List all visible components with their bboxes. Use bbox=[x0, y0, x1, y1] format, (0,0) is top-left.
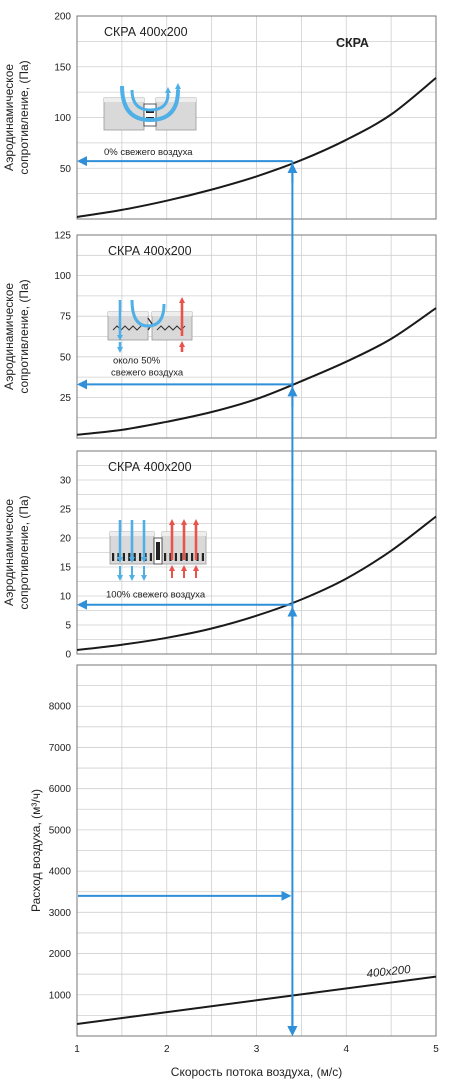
series-line bbox=[76, 77, 437, 218]
y-tick-label: 20 bbox=[60, 534, 72, 545]
y-tick-label: 125 bbox=[54, 231, 71, 242]
y-tick-label: 25 bbox=[60, 505, 72, 516]
y-tick-label: 4000 bbox=[49, 867, 72, 878]
y-axis-label: Аэродинамическое bbox=[2, 283, 16, 390]
y-axis-label: Расход воздуха, (м³/ч) bbox=[29, 789, 43, 912]
y-tick-label: 10 bbox=[60, 592, 72, 603]
y-tick-label: 2000 bbox=[49, 949, 72, 960]
y-tick-label: 75 bbox=[60, 312, 72, 323]
y-tick-label: 6000 bbox=[49, 784, 72, 795]
full-fresh-air-icon bbox=[109, 519, 207, 581]
damper-blade bbox=[185, 553, 188, 561]
damper-blade bbox=[112, 553, 115, 561]
panel-4: 1000 2000 3000 4000 5000 6000 7000 8000 Расход в… bbox=[29, 664, 439, 1079]
x-tick-label: 1 bbox=[74, 1044, 80, 1055]
chart-title: СКРА 400x200 bbox=[108, 244, 192, 258]
y-tick-label: 5 bbox=[65, 621, 71, 632]
damper-blade bbox=[149, 553, 152, 561]
panel-2: 25 50 75 100 125 Аэродинамическое сопротивлени… bbox=[2, 231, 437, 439]
damper-blade bbox=[122, 553, 125, 561]
chart-title: СКРА 400x200 bbox=[108, 460, 192, 474]
damper-blade bbox=[164, 553, 167, 561]
recirculation-icon bbox=[103, 83, 197, 131]
damper-blade bbox=[169, 553, 172, 561]
plot-frame bbox=[76, 450, 437, 655]
series-title: СКРА bbox=[336, 36, 369, 50]
damper-blade bbox=[147, 317, 153, 331]
x-axis-label: Скорость потока воздуха, (м/с) bbox=[171, 1065, 342, 1079]
damper-blade bbox=[180, 553, 183, 561]
damper-grille bbox=[156, 325, 186, 331]
plot-frame bbox=[76, 234, 437, 439]
damper-blade bbox=[139, 553, 142, 561]
recirculation-arrow bbox=[130, 299, 166, 328]
plot-frame bbox=[76, 664, 437, 1037]
damper-separator-blade bbox=[156, 542, 160, 560]
y-tick-label: 100 bbox=[54, 113, 71, 124]
x-tick-label: 3 bbox=[254, 1044, 260, 1055]
chart-title: СКРА 400x200 bbox=[104, 25, 188, 39]
damper-blade bbox=[133, 553, 136, 561]
annotation-label: около 50% bbox=[113, 355, 161, 366]
damper-blade bbox=[196, 553, 199, 561]
y-tick-label: 100 bbox=[54, 271, 71, 282]
y-axis-label: Аэродинамическое bbox=[2, 499, 16, 606]
x-tick-label: 5 bbox=[433, 1044, 439, 1055]
y-tick-label: 25 bbox=[60, 393, 72, 404]
y-axis-label: Аэродинамическое bbox=[2, 64, 16, 171]
series-line bbox=[76, 307, 437, 436]
y-tick-label: 50 bbox=[60, 352, 72, 363]
damper-blade bbox=[201, 553, 204, 561]
damper-housing bbox=[151, 311, 193, 341]
damper-blade bbox=[191, 553, 194, 561]
plot-frame bbox=[76, 15, 437, 220]
x-tick-label: 4 bbox=[343, 1044, 349, 1055]
annotation-label: свежего воздуха bbox=[111, 367, 184, 378]
y-tick-label: 8000 bbox=[49, 702, 72, 713]
recirculation-arrow-outer bbox=[120, 85, 180, 123]
annotation-label: 100% свежего воздуха bbox=[106, 590, 206, 601]
series-line bbox=[76, 515, 437, 651]
y-tick-label: 0 bbox=[65, 650, 71, 661]
partial-fresh-air-icon bbox=[107, 297, 193, 353]
y-tick-label: 7000 bbox=[49, 743, 72, 754]
panel-3: 0 5 10 15 20 25 30 Аэродинамическое сопротивлени… bbox=[2, 450, 437, 661]
x-tick-label: 2 bbox=[164, 1044, 170, 1055]
y-tick-label: 15 bbox=[60, 563, 72, 574]
series-line bbox=[76, 975, 437, 1025]
readout-arrows bbox=[77, 156, 298, 1036]
y-tick-label: 5000 bbox=[49, 825, 72, 836]
y-axis-label: сопротивление, (Па) bbox=[17, 495, 31, 609]
series-label: 400x200 bbox=[366, 964, 412, 981]
y-tick-label: 3000 bbox=[49, 908, 72, 919]
damper-blade-slot bbox=[143, 103, 157, 127]
recirculation-arrow-inner bbox=[130, 89, 170, 112]
annotation-label: 0% свежего воздуха bbox=[104, 147, 193, 158]
y-tick-label: 1000 bbox=[49, 990, 72, 1001]
damper-grille bbox=[112, 325, 142, 331]
y-tick-label: 50 bbox=[60, 164, 72, 175]
damper-housing-highlight bbox=[108, 312, 148, 316]
damper-housing-highlight bbox=[152, 312, 192, 316]
y-tick-label: 200 bbox=[54, 12, 71, 23]
damper-blade bbox=[174, 553, 177, 561]
y-tick-label: 30 bbox=[60, 476, 72, 487]
y-axis-label: сопротивление, (Па) bbox=[17, 60, 31, 174]
damper-blade bbox=[128, 553, 131, 561]
y-tick-label: 150 bbox=[54, 62, 71, 73]
panel-1: 50 100 150 200 Аэродинамическое сопротивление… bbox=[2, 12, 437, 220]
y-axis-label: сопротивление, (Па) bbox=[17, 279, 31, 393]
